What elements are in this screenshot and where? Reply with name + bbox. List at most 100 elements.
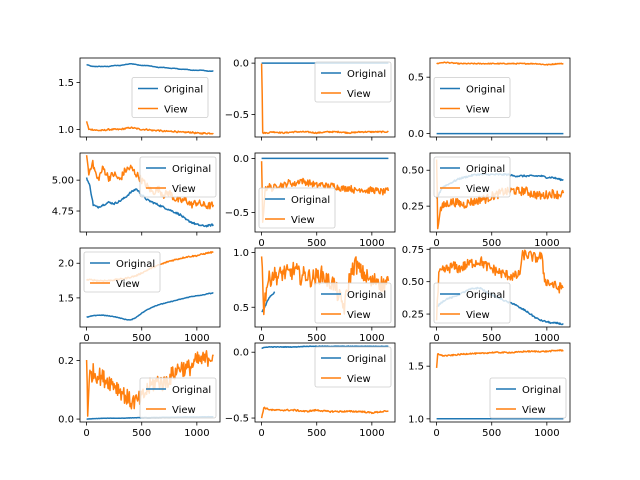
axes-frame	[79, 247, 221, 328]
subplot-1: 1.0 1.5 Original View	[58, 57, 221, 141]
x-tick-label: 500	[307, 428, 326, 439]
y-tick-label: 0.25	[402, 202, 424, 213]
x-tick-label: 500	[307, 238, 326, 249]
legend-box	[433, 77, 511, 118]
y-tick-label: −0.5	[225, 208, 249, 219]
axes-frame	[254, 57, 396, 138]
axes-frame	[429, 152, 571, 233]
legend-label-original: Original	[347, 69, 386, 80]
subplot-4: 4.75 5.00 Original View	[52, 152, 221, 236]
x-tick-label: 1000	[184, 428, 209, 439]
x-tick-label: 0	[83, 428, 89, 439]
series-line-view	[435, 249, 564, 321]
x-tick-label: 500	[482, 238, 501, 249]
x-tick-label: 500	[482, 428, 501, 439]
legend-box	[131, 77, 209, 118]
legend-label-original: Original	[522, 385, 561, 396]
y-tick-label: 1.0	[408, 414, 424, 425]
legend: Original View	[83, 251, 161, 293]
y-tick-label: 1.5	[58, 293, 74, 304]
x-tick-label: 0	[83, 333, 89, 344]
axes-frame	[429, 342, 571, 423]
y-tick-label: 0.25	[402, 310, 424, 321]
legend-label-view: View	[116, 279, 140, 290]
subplot-8: 0 500 1000 0.5 1.0 Original View	[233, 247, 396, 344]
x-tick-label: 0	[433, 428, 439, 439]
x-tick-label: 1000	[359, 333, 384, 344]
axes-frame	[254, 152, 396, 233]
axes-frame	[429, 57, 571, 138]
legend-label-view: View	[522, 405, 546, 416]
x-tick-label: 0	[433, 238, 439, 249]
x-tick-label: 500	[132, 428, 151, 439]
legend-label-original: Original	[116, 259, 155, 270]
axes-frame	[79, 57, 221, 138]
series-line-view	[85, 121, 214, 135]
legend-label-original: Original	[172, 385, 211, 396]
y-tick-label: 4.75	[52, 207, 74, 218]
subplot-5: 0 500 1000 0.0 −0.5 Original View	[225, 152, 396, 249]
legend-box	[258, 187, 336, 229]
legend: Original View	[433, 77, 511, 118]
legend: Original View	[314, 61, 392, 103]
legend-box	[433, 282, 511, 324]
y-tick-label: 0.5	[408, 73, 424, 84]
y-tick-label: −0.5	[225, 414, 249, 425]
x-tick-label: 0	[433, 333, 439, 344]
legend-label-view: View	[172, 405, 196, 416]
legend-label-original: Original	[347, 290, 386, 301]
y-tick-label: 1.0	[58, 125, 74, 136]
subplot-11: 0 500 1000 0.0 −0.5 Original View	[225, 342, 396, 439]
y-tick-label: 0.0	[58, 415, 74, 426]
legend-label-view: View	[466, 105, 490, 116]
y-tick-label: −0.5	[225, 110, 249, 121]
y-tick-label: 0.2	[58, 356, 74, 367]
x-tick-label: 0	[258, 238, 264, 249]
axes-frame	[254, 342, 396, 423]
legend-label-view: View	[347, 374, 371, 385]
series-line-original	[261, 345, 389, 350]
legend-label-original: Original	[291, 195, 330, 206]
y-tick-label: 0.0	[233, 348, 249, 359]
series-line-view	[260, 406, 389, 419]
subplot-6: 0 500 1000 0.25 0.50 Original View	[402, 152, 571, 249]
x-tick-label: 0	[258, 333, 264, 344]
legend-label-original: Original	[172, 164, 211, 175]
subplot-7: 0 500 1000 1.5 2.0 Original View	[58, 247, 221, 344]
legend: Original View	[314, 346, 392, 388]
legend: Original View	[139, 377, 217, 419]
legend-box	[139, 156, 217, 198]
series-line-original	[86, 292, 214, 321]
subplot-10: 0 500 1000 0.0 0.2 Original View	[58, 342, 221, 439]
legend-label-original: Original	[164, 85, 203, 96]
legend-label-original: Original	[466, 85, 505, 96]
subplot-12: 0 500 1000 1.0 1.5 Original View	[408, 342, 571, 439]
legend: Original View	[139, 156, 217, 198]
legend-label-view: View	[347, 310, 371, 321]
legend: Original View	[131, 77, 209, 118]
legend-label-original: Original	[466, 164, 505, 175]
series-line-view	[260, 161, 390, 223]
x-tick-label: 0	[258, 428, 264, 439]
legend-label-original: Original	[466, 290, 505, 301]
x-tick-label: 500	[482, 333, 501, 344]
axes-frame	[79, 152, 221, 233]
legend-label-view: View	[172, 184, 196, 195]
y-tick-label: 5.00	[52, 176, 74, 187]
y-tick-label: 1.5	[408, 362, 424, 373]
x-tick-label: 500	[307, 333, 326, 344]
legend-box	[139, 377, 217, 419]
subplot-9: 0 500 1000 0.25 0.50 0.75 Original View	[402, 245, 571, 344]
legend-box	[314, 282, 392, 324]
legend: Original View	[489, 377, 567, 419]
axes-frame	[79, 342, 221, 423]
x-tick-label: 500	[132, 333, 151, 344]
x-tick-label: 1000	[534, 428, 559, 439]
y-tick-label: 0.0	[408, 129, 424, 140]
legend-label-view: View	[466, 310, 490, 321]
x-tick-label: 1000	[534, 238, 559, 249]
legend-box	[314, 61, 392, 103]
legend-box	[433, 156, 511, 198]
legend-box	[489, 377, 567, 419]
subplot-3: 0.0 0.5 Original View	[408, 57, 571, 141]
